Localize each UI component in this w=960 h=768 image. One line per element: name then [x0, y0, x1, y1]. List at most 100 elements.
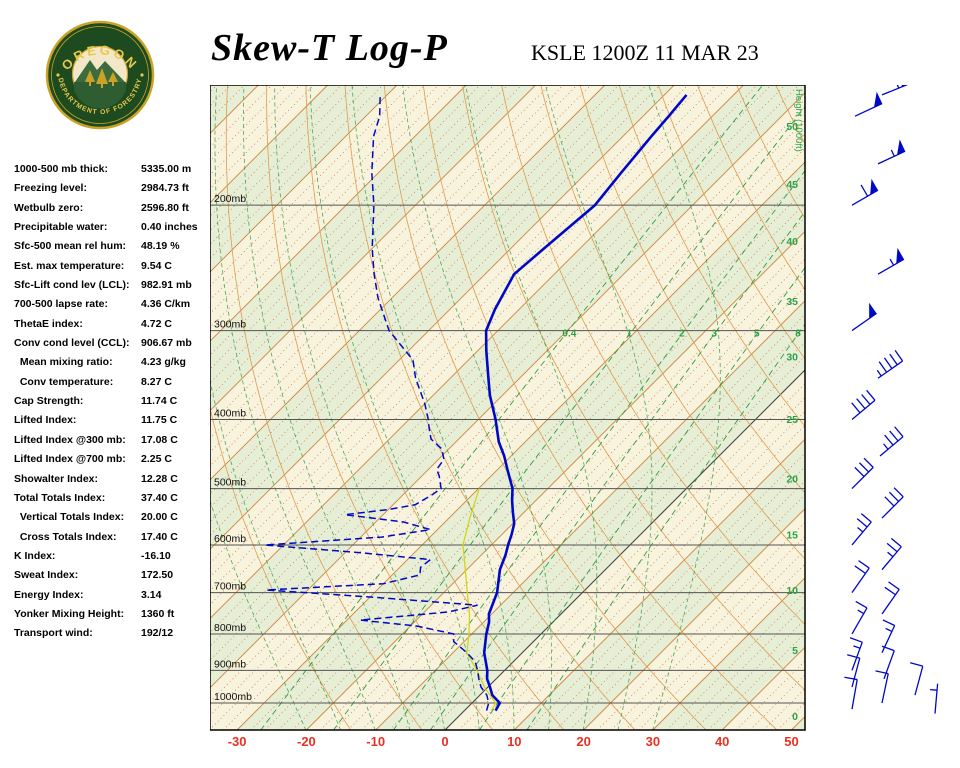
index-value: 11.74 C [141, 395, 178, 408]
svg-text:500mb: 500mb [214, 477, 246, 489]
index-row: Cross Totals Index: 17.40 C [14, 528, 220, 547]
svg-text:30: 30 [786, 352, 798, 364]
index-label: Total Totals Index: [14, 491, 106, 504]
svg-text:0: 0 [441, 734, 448, 749]
index-label: Lifted Index @300 mb: [14, 433, 126, 446]
mixing-ratio-lines [260, 85, 805, 730]
index-label: Cross Totals Index: [14, 530, 117, 543]
temperature-trace [482, 94, 688, 712]
indices-panel: 1000-500 mb thick: 5335.00 m Freezing leve… [14, 160, 220, 644]
wetbulb-trace [462, 488, 497, 711]
background-bands [210, 85, 805, 730]
svg-text:45: 45 [786, 179, 798, 191]
svg-text:40: 40 [786, 236, 798, 248]
svg-text:20: 20 [576, 734, 590, 749]
index-value: 4.36 C/km [141, 298, 191, 311]
wind-barb [851, 513, 872, 546]
index-row: Lifted Index @700 mb: 2.25 C [14, 450, 220, 469]
svg-text:1000mb: 1000mb [214, 691, 252, 703]
index-row: Lifted Index @300 mb: 17.08 C [14, 431, 220, 450]
svg-text:30: 30 [646, 734, 660, 749]
index-label: Energy Index: [14, 588, 84, 601]
index-row: Transport wind: 192/12 [14, 624, 220, 643]
pressure-labels: 200mb 300mb 400mb 500mb 600mb 700mb 800mb 900mb… [214, 193, 252, 703]
index-value: 20.00 C [141, 511, 178, 524]
index-value: 3.14 [141, 588, 162, 601]
wind-barb [847, 654, 861, 688]
skewt-chart: 200mb 300mb 400mb 500mb 600mb 700mb 800mb 900mb… [210, 85, 939, 749]
svg-text:700mb: 700mb [214, 581, 246, 593]
wind-barb [851, 457, 874, 490]
index-row: Sweat Index: 172.50 [14, 566, 220, 585]
wind-barb [877, 247, 905, 275]
wind-barb [930, 683, 939, 714]
index-value: -16.10 [141, 549, 171, 562]
index-value: 11.75 C [141, 414, 178, 427]
mixing-ratio-labels: 0.4 1 2 3 5 8 [562, 329, 801, 340]
index-value: 17.40 C [141, 530, 178, 543]
index-label: Lifted Index @700 mb: [14, 453, 126, 466]
height-axis-title: Height (1000ft) [793, 89, 804, 152]
wind-barb [851, 302, 877, 332]
wind-barb [879, 426, 904, 457]
index-value: 4.23 g/kg [141, 356, 186, 369]
svg-text:-10: -10 [366, 734, 385, 749]
index-label: Vertical Totals Index: [14, 511, 125, 524]
plot-border [210, 85, 806, 731]
index-row: K Index: -16.10 [14, 547, 220, 566]
index-row: Conv cond level (CCL): 906.67 mb [14, 334, 220, 353]
svg-text:35: 35 [786, 296, 798, 308]
index-row: Sfc-500 mean rel hum: 48.19 % [14, 237, 220, 256]
wind-barb [881, 85, 909, 96]
index-row: Precipitable water: 0.40 inches [14, 218, 220, 237]
index-value: 8.27 C [141, 375, 172, 388]
svg-text:20: 20 [786, 474, 798, 486]
svg-text:600mb: 600mb [214, 533, 246, 545]
index-row: Cap Strength: 11.74 C [14, 392, 220, 411]
svg-text:0.4: 0.4 [562, 329, 576, 340]
index-value: 172.50 [141, 569, 174, 582]
wind-barb [851, 600, 868, 635]
index-row: Vertical Totals Index: 20.00 C [14, 508, 220, 527]
wind-barb [854, 91, 883, 117]
svg-text:25: 25 [786, 414, 798, 426]
svg-text:300mb: 300mb [214, 319, 246, 331]
index-label: Freezing level: [14, 182, 87, 195]
wind-barb [881, 537, 902, 571]
wind-barb [849, 637, 863, 671]
index-value: 5335.00 m [141, 163, 192, 175]
index-row: Sfc-Lift cond lev (LCL): 982.91 mb [14, 276, 220, 295]
svg-text:-30: -30 [228, 734, 247, 749]
svg-text:5: 5 [754, 329, 760, 340]
svg-text:10: 10 [507, 734, 521, 749]
svg-text:900mb: 900mb [214, 658, 246, 670]
index-row: Freezing level: 2984.73 ft [14, 179, 220, 198]
minor-isotherms [210, 85, 805, 730]
index-value: 17.08 C [141, 433, 178, 446]
index-row: Wetbulb zero: 2596.80 ft [14, 199, 220, 218]
index-value: 4.72 C [141, 317, 172, 330]
logo-star-right [140, 73, 144, 77]
svg-text:800mb: 800mb [214, 622, 246, 634]
svg-text:0: 0 [792, 711, 798, 723]
dewpoint-trace [264, 94, 490, 711]
index-label: Sfc-Lift cond lev (LCL): [14, 279, 130, 292]
height-labels: 0 5 10 15 20 25 30 35 40 45 50 [786, 121, 798, 723]
index-value: 9.54 C [141, 259, 172, 272]
moist-adiabats [210, 85, 721, 730]
index-label: Sweat Index: [14, 569, 79, 582]
index-label: Conv temperature: [14, 375, 114, 388]
wind-barb [881, 581, 900, 615]
svg-text:400mb: 400mb [214, 408, 246, 420]
index-label: Lifted Index: [14, 414, 77, 427]
index-label: Wetbulb zero: [14, 201, 84, 214]
index-label: K Index: [14, 549, 56, 562]
station-id: KSLE 1200Z 11 MAR 23 [531, 40, 759, 65]
wind-barb [910, 662, 924, 696]
svg-text:200mb: 200mb [214, 193, 246, 205]
index-value: 2596.80 ft [141, 201, 189, 214]
index-value: 48.19 % [141, 240, 180, 253]
svg-text:50: 50 [784, 734, 798, 749]
svg-text:50: 50 [786, 121, 798, 133]
index-row: Mean mixing ratio: 4.23 g/kg [14, 353, 220, 372]
